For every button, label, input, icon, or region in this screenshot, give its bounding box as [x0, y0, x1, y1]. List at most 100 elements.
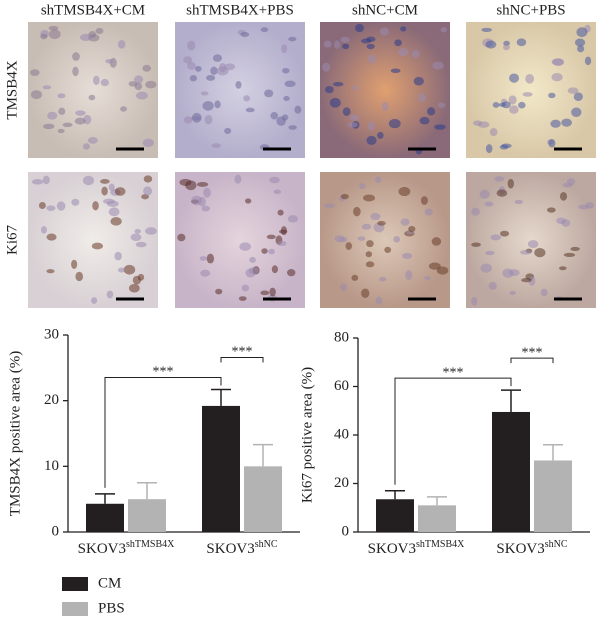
cell-nucleus	[196, 182, 209, 187]
cell-nucleus	[270, 112, 279, 120]
cell-nucleus	[420, 196, 428, 205]
cell-nucleus	[334, 235, 345, 243]
y-tick-label: 60	[334, 378, 349, 394]
cell-nucleus	[556, 217, 567, 224]
cell-nucleus	[260, 27, 269, 33]
cell-nucleus	[384, 246, 392, 254]
cell-nucleus	[480, 263, 492, 273]
category-superscript: shNC	[545, 539, 568, 550]
cell-nucleus	[508, 95, 517, 105]
cell-nucleus	[62, 122, 73, 128]
bar	[244, 466, 282, 532]
cell-nucleus	[411, 49, 420, 59]
cell-nucleus	[120, 106, 127, 112]
category-name: SKOV3	[206, 541, 254, 557]
cell-nucleus	[357, 236, 366, 241]
cell-nucleus	[123, 264, 136, 275]
cell-nucleus	[215, 288, 223, 295]
column-label: shNC+CM	[352, 2, 418, 18]
cell-nucleus	[268, 248, 275, 255]
cell-nucleus	[516, 38, 527, 47]
cell-nucleus	[440, 27, 447, 33]
cell-nucleus	[235, 80, 242, 89]
y-tick-label: 30	[44, 326, 59, 342]
cell-nucleus	[114, 187, 126, 196]
cell-nucleus	[40, 33, 48, 40]
row-label: TMSB4X	[4, 60, 20, 119]
cell-nucleus	[187, 61, 196, 70]
cell-nucleus	[434, 124, 446, 130]
cell-nucleus	[269, 176, 280, 184]
bar	[376, 499, 414, 532]
cell-nucleus	[342, 43, 350, 50]
cell-nucleus	[261, 248, 268, 254]
cell-nucleus	[106, 290, 114, 299]
cell-nucleus	[377, 131, 384, 139]
cell-nucleus	[110, 217, 122, 226]
cell-nucleus	[485, 250, 495, 256]
cell-nucleus	[106, 200, 119, 207]
cell-nucleus	[355, 23, 364, 33]
category-name: SKOV3	[496, 541, 544, 557]
cell-nucleus	[534, 248, 546, 258]
cell-nucleus	[198, 196, 206, 207]
cell-nucleus	[202, 101, 214, 111]
cell-nucleus	[260, 290, 270, 296]
y-tick-label: 40	[334, 426, 349, 442]
cell-nucleus	[245, 107, 255, 113]
cell-nucleus	[485, 40, 497, 49]
cell-nucleus	[584, 56, 592, 66]
cell-nucleus	[43, 123, 55, 130]
y-axis-title: Ki67 positive area (%)	[299, 367, 315, 503]
cell-nucleus	[47, 111, 58, 120]
cell-nucleus	[145, 80, 157, 89]
cell-nucleus	[347, 122, 358, 128]
micrograph	[175, 172, 305, 308]
cell-nucleus	[325, 85, 334, 94]
significance-bracket	[510, 357, 554, 364]
cell-nucleus	[509, 105, 519, 114]
cell-nucleus	[499, 144, 509, 150]
cell-nucleus	[288, 36, 297, 42]
cell-nucleus	[323, 40, 332, 48]
cell-nucleus	[248, 267, 259, 275]
cell-nucleus	[38, 201, 46, 210]
cell-nucleus	[287, 215, 299, 223]
cell-nucleus	[134, 229, 141, 234]
category-superscript: shTMSB4X	[126, 539, 175, 550]
cell-nucleus	[398, 186, 411, 197]
cell-nucleus	[137, 273, 145, 281]
cell-nucleus	[519, 249, 532, 255]
cell-nucleus	[108, 207, 120, 217]
cell-nucleus	[522, 92, 533, 97]
image-grid: shTMSB4X+CM shTMSB4X+PBS shNC+CM shNC+PBS TM…	[4, 2, 596, 308]
cell-nucleus	[340, 193, 349, 200]
cell-nucleus	[379, 27, 390, 36]
x-tick-label: SKOV3shNC	[206, 539, 277, 557]
cell-nucleus	[473, 120, 482, 126]
cell-nucleus	[366, 43, 375, 50]
significance-label: ***	[522, 345, 543, 360]
cell-nucleus	[424, 275, 431, 281]
cell-nucleus	[183, 56, 193, 64]
cell-nucleus	[288, 125, 297, 130]
cell-nucleus	[238, 296, 247, 301]
cell-nucleus	[56, 201, 66, 211]
cell-nucleus	[484, 201, 494, 207]
cell-nucleus	[88, 94, 96, 101]
cell-nucleus	[30, 90, 42, 100]
cell-nucleus	[394, 39, 402, 47]
cell-nucleus	[92, 201, 99, 211]
cell-nucleus	[481, 27, 493, 32]
cell-nucleus	[48, 25, 59, 31]
cell-nucleus	[92, 75, 100, 85]
cell-nucleus	[559, 191, 568, 201]
cell-nucleus	[548, 92, 556, 99]
significance-bracket	[220, 357, 264, 363]
cell-nucleus	[402, 252, 413, 259]
cell-nucleus	[294, 105, 302, 114]
cell-nucleus	[400, 26, 407, 32]
significance-label: ***	[232, 345, 253, 360]
